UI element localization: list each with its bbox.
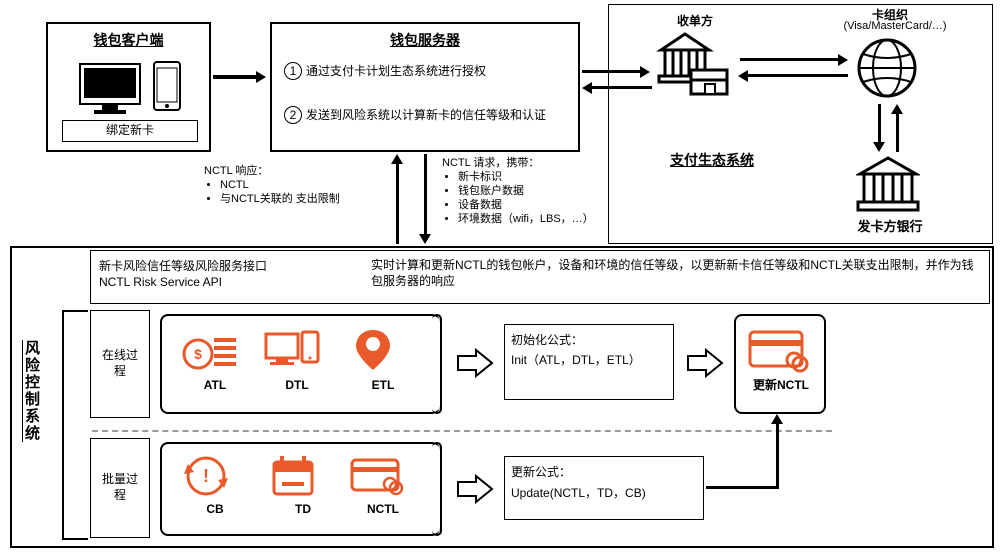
arrow-acq-co1-h — [838, 54, 848, 66]
update-nctl-text: 更新NCTL — [746, 376, 816, 393]
nctl-response-block: NCTL 响应： NCTL 与NCTL关联的 支出限制 — [204, 164, 384, 206]
arrow-upd-v — [776, 422, 779, 489]
arrow-client-server — [213, 75, 258, 79]
dtl-text: DTL — [262, 378, 332, 392]
arrow-client-server-head — [256, 71, 266, 83]
server-step1: 1通过支付卡计划生态系统进行授权 — [284, 62, 566, 80]
risk-api-desc: 实时计算和更新NCTL的钱包帐户，设备和环境的信任等级，以更新新卡信任等级和NC… — [371, 257, 977, 289]
cb-text: CB — [180, 502, 250, 516]
bind-card-box: 绑定新卡 — [62, 120, 198, 142]
arrow-batch-update — [456, 474, 496, 504]
arrow-co-acq — [748, 74, 848, 77]
update-formula-box: 更新公式： Update(NCTL，TD，CB) — [504, 456, 704, 520]
arrow-req-down-h — [419, 234, 431, 244]
arrow-co-acq-h — [738, 70, 748, 82]
nctl-request-block: NCTL 请求，携带： 新卡标识 钱包账户数据 设备数据 环境数据（wifi，L… — [442, 156, 632, 226]
arrow-iss-co — [896, 112, 899, 152]
update-title: 更新公式： — [511, 463, 697, 480]
update-nctl-icon: 更新NCTL — [746, 326, 816, 393]
acquirer-icon — [655, 30, 735, 100]
num-2: 2 — [284, 106, 302, 124]
batch-label-box: 批量过程 — [90, 438, 150, 538]
batch-bracket-r — [432, 442, 442, 536]
arrow-upd-h — [706, 486, 778, 489]
cardorg-icon — [855, 36, 919, 100]
arrow-co-iss1-h — [873, 142, 885, 152]
nctl-icon: NCTL — [348, 452, 418, 516]
process-divider — [92, 430, 832, 432]
arrow-co-iss1 — [878, 104, 881, 144]
arrow-resp-up-h — [391, 154, 403, 164]
arrow-online-init — [456, 348, 496, 378]
risk-api-line2: NCTL Risk Service API — [99, 275, 222, 289]
arrow-resp-up — [396, 162, 399, 244]
update-body: Update(NCTL，TD，CB) — [511, 484, 697, 501]
risk-bracket — [62, 310, 88, 540]
batch-label: 批量过程 — [91, 471, 149, 503]
td-text: TD — [268, 502, 338, 516]
arrow-iss-co-h — [891, 104, 903, 114]
init-body: Init（ATL，DTL，ETL） — [511, 352, 667, 368]
td-icon: TD — [268, 452, 338, 516]
nctl-text: NCTL — [348, 502, 418, 516]
device-icons — [72, 58, 192, 118]
etl-text: ETL — [348, 378, 418, 392]
cardorg-sub: (Visa/MasterCard/…) — [820, 20, 970, 32]
atl-icon: $ ATL — [180, 326, 250, 392]
atl-text: ATL — [180, 378, 250, 392]
dtl-icon: DTL — [262, 326, 332, 392]
arrow-upd-v-h — [771, 414, 783, 424]
arrow-req-down — [424, 154, 427, 236]
online-label: 在线过程 — [91, 347, 149, 379]
init-title: 初始化公式： — [511, 331, 667, 348]
num-1: 1 — [284, 62, 302, 80]
online-bracket-r — [432, 314, 442, 414]
etl-icon: ETL — [348, 326, 418, 392]
wallet-server-box: 钱包服务器 1通过支付卡计划生态系统进行授权 2发送到风险系统以计算新卡的信任等… — [270, 22, 580, 152]
svg-text:$: $ — [194, 346, 202, 362]
ecosystem-label: 支付生态系统 — [670, 150, 754, 170]
arrow-acq-server-h — [582, 82, 592, 94]
issuer-icon — [856, 156, 920, 212]
nctl-request-list: 新卡标识 钱包账户数据 设备数据 环境数据（wifi，LBS，…） — [458, 170, 632, 226]
acquirer-label: 收单方 — [660, 12, 730, 29]
svg-text:!: ! — [203, 466, 209, 486]
risk-system-title: 风险控制系统 — [24, 340, 42, 442]
nctl-response-list: NCTL 与NCTL关联的 支出限制 — [220, 178, 384, 206]
risk-api-row: 新卡风险信任等级风险服务接口 NCTL Risk Service API 实时计… — [90, 250, 990, 304]
wallet-server-title: 钱包服务器 — [272, 30, 578, 50]
cb-icon: ! CB — [180, 452, 250, 516]
arrow-init-update — [686, 348, 726, 378]
wallet-client-box: 钱包客户端 绑定新卡 — [46, 22, 211, 152]
bind-card-label: 绑定新卡 — [106, 123, 154, 137]
init-formula-box: 初始化公式： Init（ATL，DTL，ETL） — [504, 324, 674, 400]
server-step2: 2发送到风险系统以计算新卡的信任等级和认证 — [284, 106, 566, 124]
online-label-box: 在线过程 — [90, 310, 150, 418]
wallet-client-title: 钱包客户端 — [48, 30, 209, 50]
risk-api-line1: 新卡风险信任等级风险服务接口 — [99, 257, 267, 274]
issuer-label: 发卡方银行 — [840, 216, 940, 235]
arrow-acq-co1 — [740, 58, 840, 61]
